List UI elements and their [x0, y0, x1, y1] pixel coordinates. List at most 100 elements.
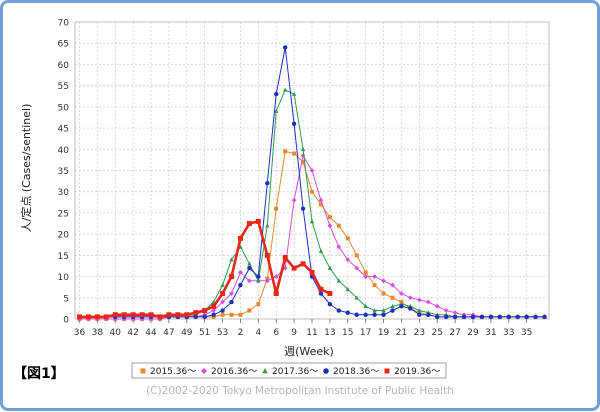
data-point [461, 314, 467, 320]
data-point [202, 314, 207, 320]
series-4 [77, 45, 547, 320]
data-point [390, 295, 395, 300]
legend-box [131, 362, 447, 379]
data-point [399, 291, 404, 296]
data-point [318, 286, 324, 292]
data-point [211, 308, 217, 313]
data-point [542, 314, 547, 320]
data-point [264, 252, 270, 258]
y-tick-label: 40 [58, 146, 70, 156]
data-point [470, 314, 476, 320]
x-axis-label: 週(Week) [284, 345, 334, 358]
data-point [256, 278, 261, 283]
data-point [372, 312, 377, 317]
data-point [443, 308, 449, 313]
y-tick-label: 25 [58, 209, 69, 219]
data-point [291, 121, 297, 127]
data-point [390, 303, 395, 309]
legend-label: 2019.36～ [394, 367, 440, 377]
data-point [238, 269, 243, 275]
data-point [318, 291, 324, 296]
data-point [354, 312, 359, 317]
data-point [435, 314, 440, 320]
data-point [381, 308, 386, 313]
x-tick-label: 21 [396, 328, 407, 338]
data-point [488, 314, 494, 320]
data-point [291, 91, 297, 96]
x-tick-label: 33 [503, 328, 514, 338]
data-point [265, 223, 270, 228]
data-point [274, 108, 279, 113]
y-tick-label: 55 [58, 82, 69, 92]
data-point [399, 304, 404, 309]
data-point [193, 310, 199, 316]
data-point [318, 197, 324, 203]
y-tick-label: 70 [58, 19, 70, 29]
data-point [237, 235, 243, 241]
x-tick-label: 23 [414, 328, 425, 338]
data-point [256, 302, 261, 307]
y-axis-ticks: 0 5 10 15 20 25 30 35 40 45 50 55 60 65 70 [58, 19, 70, 326]
x-tick-label: 29 [467, 328, 479, 338]
legend-item: 2019.36～ [384, 367, 440, 377]
x-axis-ticks: 36 38 40 42 44 47 49 51 53 2 4 6 9 11 13 15 17 19 21 23 25 27… [74, 319, 532, 338]
x-tick-label: 27 [449, 328, 460, 338]
data-point [274, 206, 279, 211]
data-point [229, 299, 234, 305]
series-5 [76, 218, 333, 320]
legend-marker-icon [201, 368, 207, 374]
data-point [211, 312, 216, 317]
data-point [282, 87, 288, 92]
data-point [229, 257, 234, 262]
data-point [265, 181, 270, 186]
x-tick-label: 4 [255, 328, 261, 338]
data-point [76, 314, 82, 320]
x-tick-label: 49 [181, 328, 193, 338]
data-point [300, 206, 306, 211]
legend-marker-icon [140, 368, 146, 374]
x-tick-label: 31 [485, 328, 496, 338]
data-point [336, 308, 342, 313]
data-point [354, 265, 360, 271]
x-tick-label: 13 [324, 328, 335, 338]
legend-item: 2016.36～ [201, 367, 257, 377]
x-tick-label: 51 [199, 328, 210, 338]
data-point [417, 308, 422, 313]
data-point [354, 295, 359, 300]
data-point [112, 312, 118, 318]
data-point [229, 291, 234, 296]
data-point [327, 215, 332, 220]
figure-label: 【図1】 [13, 366, 65, 382]
data-point [282, 254, 288, 260]
data-point [300, 261, 306, 267]
data-point [318, 202, 323, 207]
data-point [273, 274, 279, 279]
data-point [363, 274, 369, 279]
y-tick-label: 30 [58, 188, 70, 198]
data-point [202, 308, 208, 314]
data-point [246, 278, 252, 284]
data-point [309, 219, 315, 224]
data-point [515, 314, 520, 320]
data-point [381, 291, 386, 296]
data-point [434, 303, 440, 309]
data-point [291, 265, 297, 271]
data-point [246, 221, 252, 227]
y-tick-label: 5 [63, 294, 69, 304]
data-point [175, 312, 181, 318]
data-point [372, 274, 378, 279]
data-point [148, 312, 154, 318]
data-point [121, 312, 127, 318]
data-point [327, 223, 333, 229]
data-point [345, 236, 350, 241]
legend-item: 2015.36～ [140, 367, 196, 377]
data-point [336, 244, 342, 250]
x-tick-label: 25 [431, 328, 442, 338]
y-axis-label: 人/定点 (Cases/sentinel) [19, 104, 33, 233]
legend-label: 2016.36～ [211, 367, 257, 377]
data-point [345, 257, 351, 262]
data-point [264, 278, 270, 284]
data-point [452, 314, 458, 320]
data-point [372, 283, 377, 288]
